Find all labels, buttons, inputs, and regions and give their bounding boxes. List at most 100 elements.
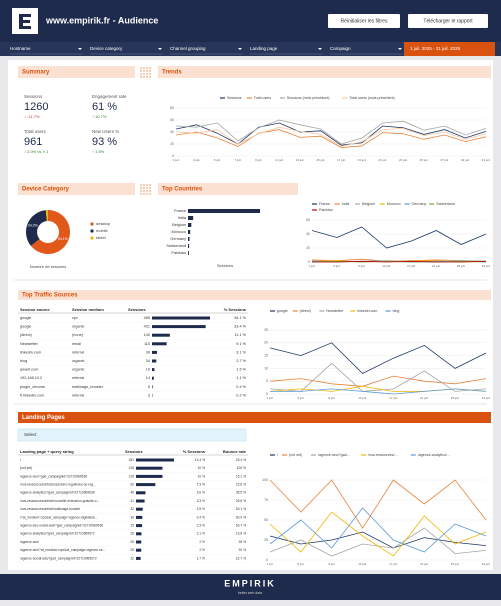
table-bar xyxy=(136,540,142,544)
table-cell: 115 xyxy=(144,342,150,346)
table-cell: /nos-ressources/article/nouvelle-extensi… xyxy=(20,499,99,503)
bar xyxy=(188,244,190,248)
legend-label: /agence-seo/?gad... xyxy=(318,453,350,457)
footer-brand: EMPIRIK xyxy=(224,578,276,588)
legend-label: India xyxy=(342,202,350,206)
table-cell: 25 xyxy=(130,548,134,552)
table-cell: 3 xyxy=(148,393,150,397)
table-cell: 53.1 % xyxy=(236,507,246,511)
pie-slice xyxy=(25,210,47,246)
x-tick-label: 13 juil. xyxy=(382,264,391,268)
table-cell: /agence-seo/ xyxy=(20,540,39,544)
table-cell: 35.5 % xyxy=(236,491,246,495)
slice-label: 64.1% xyxy=(58,237,68,241)
decor-dot xyxy=(143,76,145,78)
x-tick-label: 29 juil. xyxy=(461,158,470,162)
header-title: www.empirik.fr - Audience xyxy=(45,15,158,25)
x-tick-label: 25 juil. xyxy=(457,264,466,268)
table-cell: organic xyxy=(72,359,85,363)
filter-label[interactable]: Device category xyxy=(90,46,123,51)
bar-label: Pakistan xyxy=(171,251,186,255)
metric-delta: ↑ 1.5% xyxy=(92,149,105,154)
axis-title: Sessions xyxy=(217,263,233,268)
table-cell: 140 xyxy=(144,333,150,337)
decor-dot xyxy=(143,193,145,195)
filter-label[interactable]: Landing page xyxy=(250,46,278,51)
x-tick-label: 9 juil. xyxy=(358,264,365,268)
filter-label[interactable]: Channel grouping xyxy=(170,46,206,51)
decor-dot xyxy=(140,70,142,72)
x-tick-label: 5 juil. xyxy=(333,264,340,268)
decor-dot xyxy=(143,70,145,72)
table-bar xyxy=(136,458,174,462)
table-cell: 2 % xyxy=(199,548,205,552)
footer-tagline: better web data xyxy=(238,591,262,595)
legend-label: /agence-analytics/... xyxy=(418,453,450,457)
table-cell: /agence-seo/?at_medium=cpc&at_campaign=a… xyxy=(20,548,105,552)
line-series xyxy=(175,122,487,146)
table-cell: 14 xyxy=(146,376,150,380)
legend-label: Sessions xyxy=(227,96,242,100)
y-tick-label: 60 xyxy=(170,118,174,122)
x-tick-label: 5 juil. xyxy=(297,396,304,400)
table-header: Landing page + query string xyxy=(20,449,74,454)
pie-slice xyxy=(45,210,48,222)
metric-label: Total users xyxy=(24,129,47,134)
metric-delta: ↓ -11.7% xyxy=(24,114,40,119)
x-tick-label: 21 juil. xyxy=(420,562,429,566)
table-bar xyxy=(152,342,167,346)
decor-dot xyxy=(149,193,151,195)
y-tick-label: 50 xyxy=(264,518,268,522)
legend-label: /nos-ressources/... xyxy=(368,453,398,457)
reset-button[interactable] xyxy=(328,14,400,28)
axis-title: Nombre de sessions xyxy=(30,264,66,269)
y-tick-label: 40 xyxy=(170,130,174,134)
table-bar xyxy=(136,532,142,536)
date-picker[interactable] xyxy=(404,42,495,56)
decor-dot xyxy=(149,187,151,189)
table-cell: referral xyxy=(72,376,84,380)
table-cell: 41 xyxy=(130,499,134,503)
table-cell: fr.linkedin.com xyxy=(20,393,44,397)
bar-label: Belgium xyxy=(172,223,186,227)
table-cell: 26 xyxy=(130,532,134,536)
table-cell: 2 % xyxy=(199,540,205,544)
table-cell: 45 xyxy=(130,491,134,495)
decor-dot xyxy=(149,67,151,69)
x-tick-label: 21 juil. xyxy=(432,264,441,268)
x-tick-label: 25 juil. xyxy=(420,158,429,162)
table-cell: 28 % xyxy=(238,540,246,544)
y-tick-label: 60 xyxy=(306,218,310,222)
metric-value: 1260 xyxy=(24,101,48,113)
select-box[interactable] xyxy=(17,428,247,442)
table-cell: 2.7 % xyxy=(236,359,246,363)
x-tick-label: 1 juil. xyxy=(172,158,179,162)
y-tick-label: 0 xyxy=(266,392,268,396)
x-tick-label: 13 juil. xyxy=(358,562,367,566)
filter-label[interactable]: Hostname xyxy=(10,46,31,51)
legend-label: linkedin.com xyxy=(357,309,377,313)
table-bar xyxy=(152,325,206,329)
table-cell: 5 xyxy=(148,385,150,389)
date-range[interactable]: 1 juil. 2025 - 31 juil. 2025 xyxy=(410,46,461,51)
reset-button-label[interactable]: Réinitialiser les filtres xyxy=(341,18,388,24)
x-tick-label: 17 juil. xyxy=(337,158,346,162)
table-cell: 53.7 % xyxy=(236,523,246,527)
table-cell: 1.5 % xyxy=(236,368,246,372)
filter-label[interactable]: Campaign xyxy=(330,46,351,51)
section-title: Landing Pages xyxy=(22,415,65,421)
y-tick-label: 80 xyxy=(170,106,174,110)
table-cell: 13.8 % xyxy=(236,532,246,536)
table-cell: 7.3 % xyxy=(197,482,205,486)
decor-dot xyxy=(146,190,148,192)
download-button-label[interactable]: Télécharger le rapport xyxy=(423,18,473,24)
legend-label: Newsletter xyxy=(326,309,344,313)
download-button[interactable] xyxy=(408,14,488,28)
x-tick-label: 13 juil. xyxy=(296,158,305,162)
table-cell: 10 % xyxy=(197,466,205,470)
select-label[interactable]: Select xyxy=(24,432,37,437)
table-cell: 1.1 % xyxy=(236,376,246,380)
table-cell: 2.3 % xyxy=(197,523,205,527)
table-cell: plugin_chrome xyxy=(20,385,45,389)
table-cell: 22 xyxy=(130,556,134,560)
